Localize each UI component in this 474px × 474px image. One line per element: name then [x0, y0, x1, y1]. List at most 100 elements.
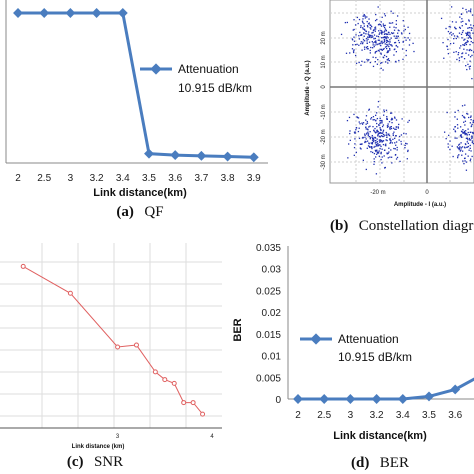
ber-x-tick-label: 2.5 [317, 410, 331, 421]
constellation-point [470, 150, 472, 152]
constellation-point [458, 154, 460, 156]
constellation-point [374, 149, 377, 152]
constellation-point [472, 32, 474, 34]
constellation-y-tick-label: 10 m [321, 55, 327, 68]
constellation-point [368, 145, 371, 148]
qf-x-tick-label: 3.6 [168, 173, 182, 184]
constellation-point [376, 144, 378, 146]
constellation-point [465, 161, 468, 163]
constellation-point [385, 109, 388, 111]
constellation-point [366, 58, 368, 61]
constellation-point [361, 33, 363, 36]
constellation-point [462, 129, 464, 131]
constellation-point [379, 141, 381, 143]
ber-y-axis-label: BER [232, 318, 244, 341]
constellation-point [389, 41, 391, 43]
constellation-point [457, 156, 459, 159]
snr-data-point [190, 400, 196, 406]
constellation-point [460, 21, 462, 23]
constellation-point [408, 44, 411, 46]
constellation-point [380, 29, 382, 32]
constellation-point [447, 38, 449, 41]
qf-x-tick-label: 3.4 [116, 173, 130, 184]
constellation-point [369, 34, 372, 37]
constellation-point [380, 122, 382, 124]
constellation-point [390, 156, 393, 158]
constellation-point [362, 42, 364, 45]
constellation-point [370, 24, 372, 27]
constellation-point [352, 44, 354, 46]
constellation-point [386, 115, 388, 118]
ber-y-ticks: 0 0.005 0.01 0.015 0.02 0.025 0.03 0.035 [256, 243, 281, 406]
constellation-point [373, 163, 375, 165]
constellation-point [361, 122, 363, 124]
constellation-point [367, 23, 370, 25]
constellation-point [391, 162, 393, 164]
constellation-point [459, 16, 461, 18]
constellation-point [381, 33, 383, 35]
constellation-point [386, 36, 388, 38]
constellation-point [353, 40, 356, 42]
constellation-point [464, 153, 467, 155]
constellation-point [356, 43, 358, 45]
constellation-point [363, 28, 366, 30]
constellation-point [387, 58, 390, 60]
constellation-point [470, 8, 472, 10]
snr-data-point [67, 290, 73, 296]
constellation-point [395, 35, 397, 37]
constellation-point [382, 143, 385, 146]
ber-legend: Attenuation 10.915 dB/km [300, 332, 412, 364]
constellation-point [362, 41, 364, 43]
constellation-point [407, 149, 409, 152]
constellation-point [368, 126, 370, 128]
constellation-point [453, 128, 455, 130]
constellation-point [383, 109, 385, 111]
constellation-point [391, 22, 394, 24]
constellation-point [349, 132, 351, 135]
constellation-point [462, 132, 464, 134]
constellation-point [469, 60, 471, 62]
constellation-point [468, 31, 470, 34]
snr-data-point [115, 344, 121, 350]
constellation-point [381, 135, 384, 137]
constellation-point [362, 28, 364, 30]
constellation-point [468, 149, 470, 151]
constellation-point [443, 57, 445, 59]
constellation-point [381, 31, 384, 33]
ber-data-point [397, 394, 408, 404]
constellation-point [354, 131, 356, 133]
constellation-point [370, 151, 372, 153]
constellation-point [353, 19, 355, 21]
constellation-point [454, 137, 456, 139]
constellation-point [383, 30, 386, 32]
constellation-point [374, 30, 377, 32]
constellation-point [385, 139, 387, 141]
constellation-point [363, 46, 366, 48]
constellation-y-axis-label: Amplitude - Q (a.u.) [305, 60, 311, 115]
constellation-point [389, 112, 392, 114]
constellation-point [364, 134, 366, 136]
constellation-point [467, 145, 470, 148]
constellation-point [377, 39, 379, 41]
constellation-point [387, 157, 389, 159]
constellation-point [386, 47, 388, 50]
constellation-point [344, 21, 347, 24]
constellation-point [460, 13, 463, 15]
qf-panel: 2 2.5 3 3.2 3.4 3.5 3.6 3.7 3.8 3.9 Attenuation 1… [5, 0, 268, 220]
constellation-point [466, 146, 468, 149]
constellation-point [390, 125, 392, 128]
constellation-point [393, 42, 396, 44]
constellation-point [471, 140, 474, 142]
qf-data-point [222, 151, 233, 162]
constellation-point [455, 37, 458, 40]
constellation-point [374, 114, 377, 116]
ber-x-tick-label: 3.2 [370, 410, 384, 421]
constellation-point [379, 23, 382, 26]
constellation-point [381, 125, 384, 128]
constellation-point [461, 37, 463, 39]
constellation-point [393, 116, 396, 118]
qf-caption: (a) QF [116, 203, 163, 220]
constellation-point [464, 157, 466, 159]
constellation-point [377, 135, 379, 137]
constellation-point [375, 156, 377, 158]
